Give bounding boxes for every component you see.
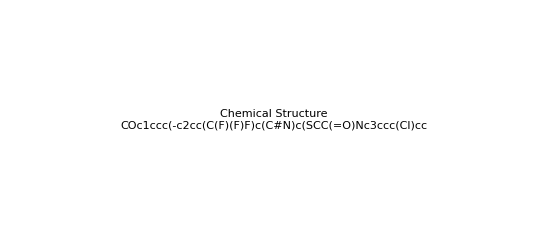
Text: Chemical Structure
COc1ccc(-c2cc(C(F)(F)F)c(C#N)c(SCC(=O)Nc3ccc(Cl)cc: Chemical Structure COc1ccc(-c2cc(C(F)(F)… bbox=[120, 109, 427, 131]
